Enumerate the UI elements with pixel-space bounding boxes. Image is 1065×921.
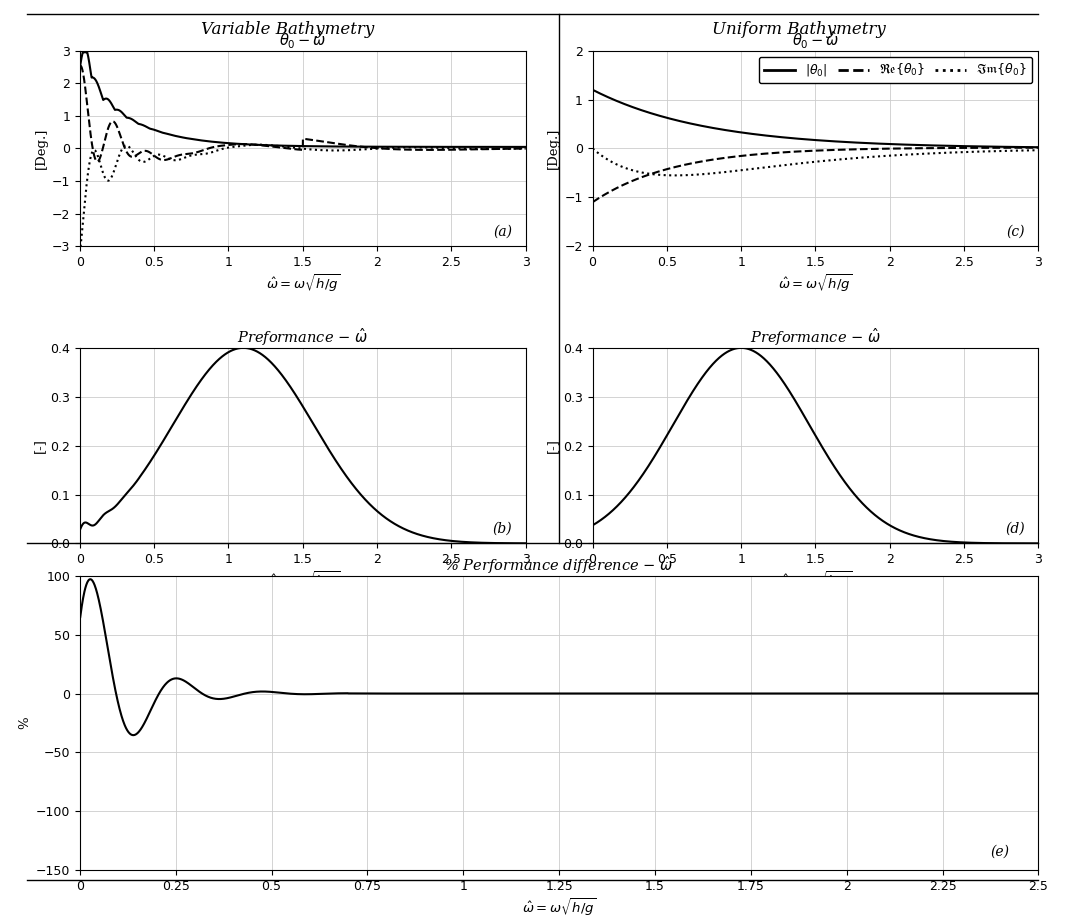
X-axis label: $\hat{\omega} = \omega\sqrt{h/g}$: $\hat{\omega} = \omega\sqrt{h/g}$ (265, 569, 340, 590)
Title: % Performance difference $-\ \hat{\omega}$: % Performance difference $-\ \hat{\omega… (444, 554, 674, 576)
X-axis label: $\hat{\omega} = \omega\sqrt{h/g}$: $\hat{\omega} = \omega\sqrt{h/g}$ (779, 569, 853, 590)
Text: Uniform Bathymetry: Uniform Bathymetry (711, 21, 886, 38)
Text: (d): (d) (1005, 521, 1025, 536)
Y-axis label: [Deg.]: [Deg.] (547, 128, 560, 169)
Text: (e): (e) (990, 845, 1010, 858)
Title: Preformance $-\ \hat{\omega}$: Preformance $-\ \hat{\omega}$ (237, 326, 368, 348)
X-axis label: $\hat{\omega} = \omega\sqrt{h/g}$: $\hat{\omega} = \omega\sqrt{h/g}$ (265, 272, 340, 294)
Legend: $|\theta_0|$, $\mathfrak{Re}\{\theta_0\}$, $\mathfrak{Im}\{\theta_0\}$: $|\theta_0|$, $\mathfrak{Re}\{\theta_0\}… (759, 57, 1032, 84)
X-axis label: $\hat{\omega} = \omega\sqrt{h/g}$: $\hat{\omega} = \omega\sqrt{h/g}$ (779, 272, 853, 294)
Text: Variable Bathymetry: Variable Bathymetry (201, 21, 374, 38)
Title: $\theta_0 - \hat{\omega}$: $\theta_0 - \hat{\omega}$ (791, 29, 839, 51)
X-axis label: $\hat{\omega} = \omega\sqrt{h/g}$: $\hat{\omega} = \omega\sqrt{h/g}$ (522, 896, 596, 917)
Title: Preformance $-\ \hat{\omega}$: Preformance $-\ \hat{\omega}$ (750, 326, 881, 348)
Text: (b): (b) (493, 521, 512, 536)
Y-axis label: [Deg.]: [Deg.] (34, 128, 48, 169)
Y-axis label: %: % (18, 717, 32, 729)
Y-axis label: [-]: [-] (545, 438, 559, 453)
Y-axis label: [-]: [-] (33, 438, 46, 453)
Title: $\theta_0 - \hat{\omega}$: $\theta_0 - \hat{\omega}$ (279, 29, 327, 51)
Text: (c): (c) (1006, 225, 1025, 239)
Text: (a): (a) (493, 225, 512, 239)
